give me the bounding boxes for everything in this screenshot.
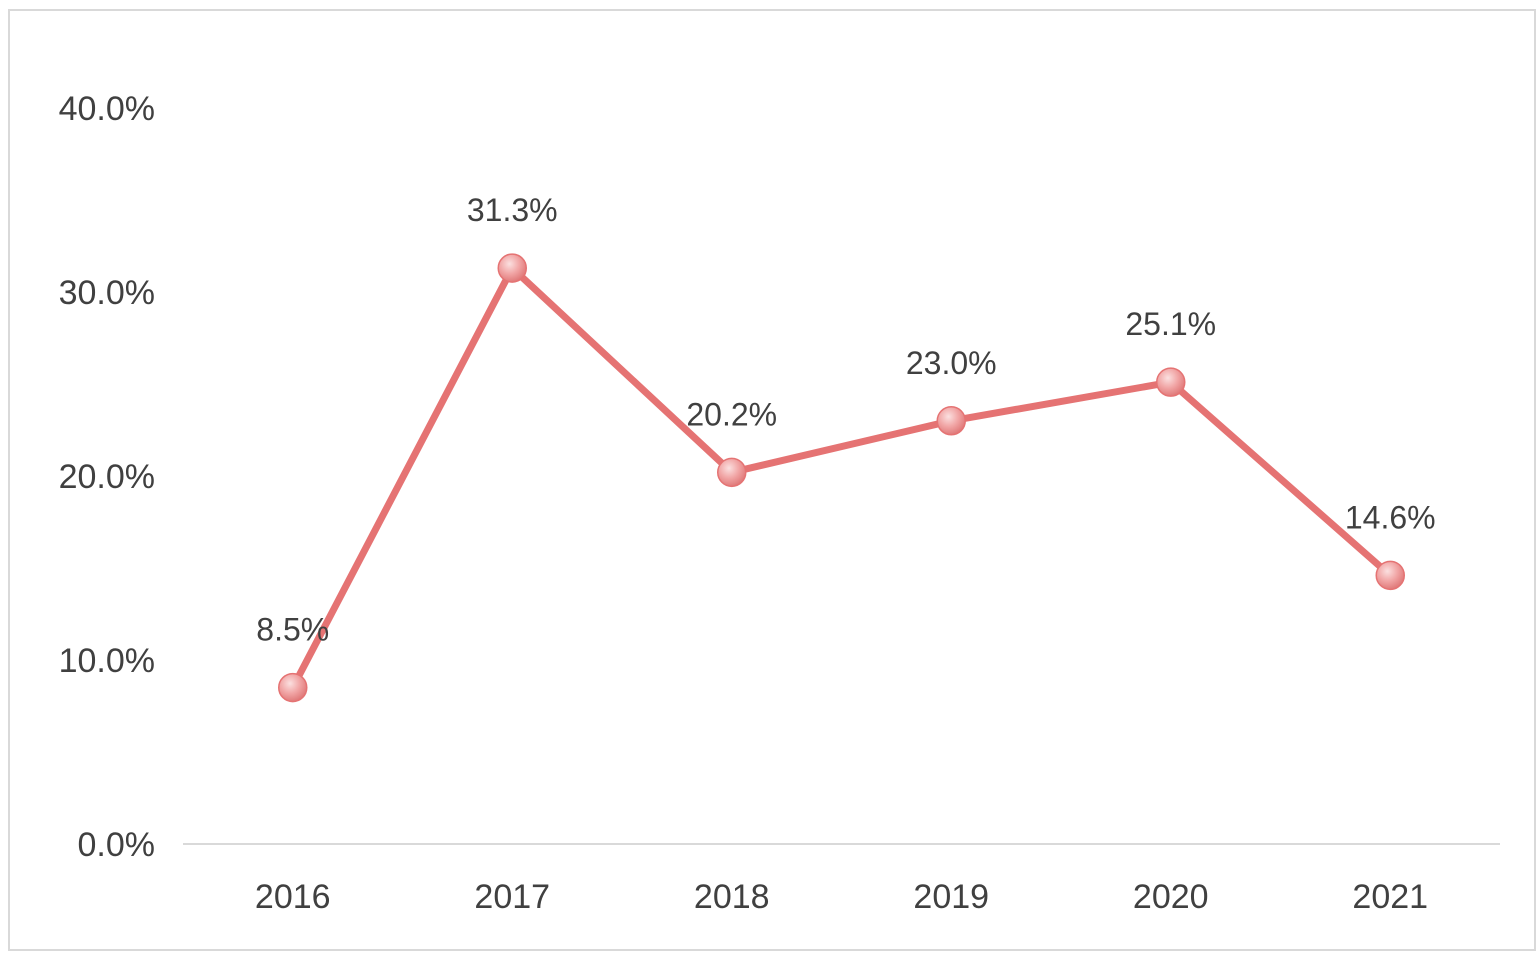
x-tick-label: 2021 xyxy=(1352,878,1428,916)
data-point xyxy=(936,406,966,436)
data-label: 8.5% xyxy=(256,612,329,648)
data-label: 31.3% xyxy=(467,192,558,228)
y-tick-label: 40.0% xyxy=(59,90,155,128)
data-point xyxy=(1156,367,1186,397)
x-tick-label: 2017 xyxy=(474,878,550,916)
data-point xyxy=(717,457,747,488)
x-tick-label: 2016 xyxy=(255,878,331,916)
x-tick-label: 2019 xyxy=(913,878,989,916)
data-label: 25.1% xyxy=(1125,306,1216,342)
data-label: 14.6% xyxy=(1345,499,1436,535)
y-tick-label: 20.0% xyxy=(59,458,155,496)
y-tick-label: 0.0% xyxy=(78,826,156,864)
y-tick-label: 10.0% xyxy=(59,642,155,680)
data-point xyxy=(497,253,527,283)
x-tick-label: 2020 xyxy=(1133,878,1209,916)
series-line xyxy=(289,264,1394,692)
data-label: 20.2% xyxy=(686,396,777,432)
data-point xyxy=(278,672,308,703)
y-tick-label: 30.0% xyxy=(59,274,155,312)
data-label: 23.0% xyxy=(906,345,997,381)
data-point xyxy=(1375,560,1405,591)
x-tick-label: 2018 xyxy=(694,878,770,916)
